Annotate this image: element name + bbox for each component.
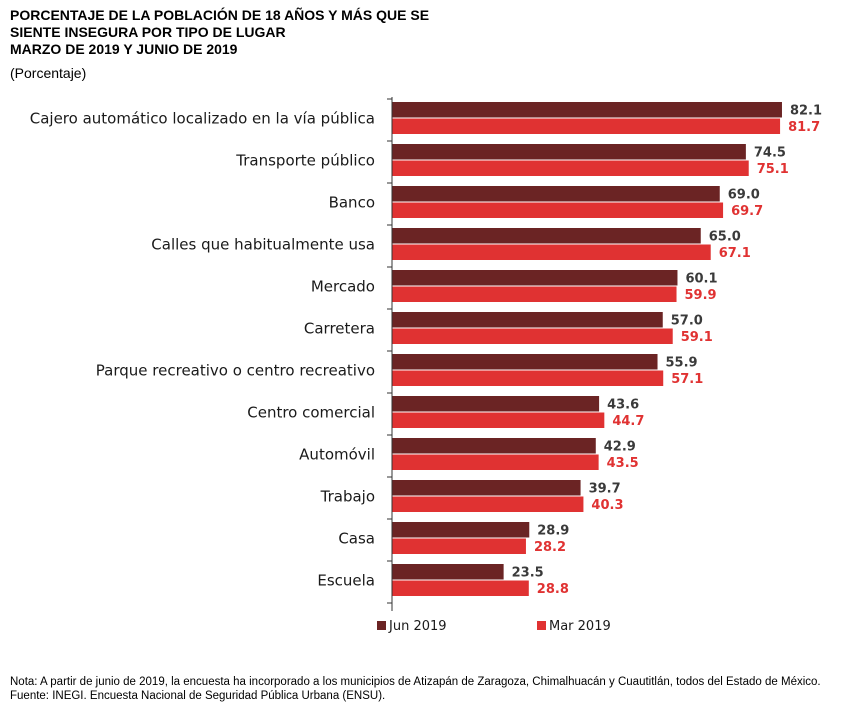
legend-label: Mar 2019	[549, 619, 611, 634]
data-label: 74.5	[754, 146, 786, 161]
data-label: 57.0	[671, 314, 703, 329]
bar-mar-2019	[392, 244, 711, 260]
bar-mar-2019	[392, 370, 664, 386]
data-label: 39.7	[589, 482, 621, 497]
bar-mar-2019	[392, 328, 673, 344]
category-label: Banco	[329, 194, 375, 212]
bar-jun-2019	[392, 438, 596, 454]
chart-subtitle: (Porcentaje)	[10, 65, 87, 81]
data-label: 28.8	[537, 582, 569, 597]
data-label: 43.6	[607, 398, 639, 413]
category-label: Calles que habitualmente usa	[151, 236, 375, 254]
bar-mar-2019	[392, 412, 605, 428]
bar-jun-2019	[392, 144, 746, 160]
data-label: 59.9	[685, 288, 717, 303]
bar-jun-2019	[392, 102, 782, 118]
data-label: 55.9	[666, 356, 698, 371]
data-label: 23.5	[512, 566, 544, 581]
chart-title-line: PORCENTAJE DE LA POBLACIÓN DE 18 AÑOS Y …	[10, 7, 430, 23]
bar-chart: Cajero automático localizado en la vía p…	[30, 97, 822, 634]
bar-jun-2019	[392, 396, 600, 412]
bar-mar-2019	[392, 454, 599, 470]
bar-jun-2019	[392, 480, 581, 496]
data-label: 42.9	[604, 440, 636, 455]
data-label: 81.7	[788, 120, 820, 135]
bar-mar-2019	[392, 286, 677, 302]
data-label: 44.7	[612, 414, 644, 429]
category-label: Transporte público	[235, 152, 375, 170]
chart-notes: Nota: A partir de junio de 2019, la encu…	[10, 675, 842, 703]
data-label: 28.2	[534, 540, 566, 555]
category-label: Automóvil	[299, 446, 375, 464]
category-label: Casa	[338, 530, 375, 548]
data-label: 28.9	[537, 524, 569, 539]
bar-mar-2019	[392, 160, 749, 176]
category-label: Mercado	[311, 278, 375, 296]
bar-jun-2019	[392, 522, 530, 538]
bar-jun-2019	[392, 228, 701, 244]
bar-jun-2019	[392, 270, 678, 286]
category-label: Carretera	[304, 320, 375, 338]
bar-jun-2019	[392, 354, 658, 370]
data-label: 40.3	[591, 498, 623, 513]
data-label: 75.1	[757, 162, 789, 177]
data-label: 67.1	[719, 246, 751, 261]
chart-title: PORCENTAJE DE LA POBLACIÓN DE 18 AÑOS Y …	[10, 7, 429, 58]
data-label: 57.1	[671, 372, 703, 387]
bar-mar-2019	[392, 538, 526, 554]
bar-mar-2019	[392, 202, 724, 218]
chart-title-line: MARZO DE 2019 Y JUNIO DE 2019	[10, 41, 238, 57]
data-label: 43.5	[607, 456, 639, 471]
data-label: 65.0	[709, 230, 741, 245]
category-label: Cajero automático localizado en la vía p…	[30, 110, 375, 128]
chart-title-line: SIENTE INSEGURA POR TIPO DE LUGAR	[10, 24, 286, 40]
category-label: Parque recreativo o centro recreativo	[96, 362, 375, 380]
note-text: Nota: A partir de junio de 2019, la encu…	[10, 676, 821, 688]
category-label: Trabajo	[320, 488, 375, 506]
legend-label: Jun 2019	[388, 619, 447, 634]
source-text: Fuente: INEGI. Encuesta Nacional de Segu…	[10, 690, 386, 702]
bar-mar-2019	[392, 580, 529, 596]
data-label: 60.1	[685, 272, 717, 287]
data-label: 59.1	[681, 330, 713, 345]
data-label: 82.1	[790, 104, 822, 119]
bar-jun-2019	[392, 186, 720, 202]
category-label: Escuela	[317, 572, 375, 590]
legend-swatch	[537, 621, 546, 630]
category-label: Centro comercial	[247, 404, 375, 422]
bar-jun-2019	[392, 312, 663, 328]
bar-mar-2019	[392, 496, 584, 512]
bar-mar-2019	[392, 118, 781, 134]
bar-jun-2019	[392, 564, 504, 580]
data-label: 69.7	[731, 204, 763, 219]
data-label: 69.0	[728, 188, 760, 203]
legend-swatch	[377, 621, 386, 630]
